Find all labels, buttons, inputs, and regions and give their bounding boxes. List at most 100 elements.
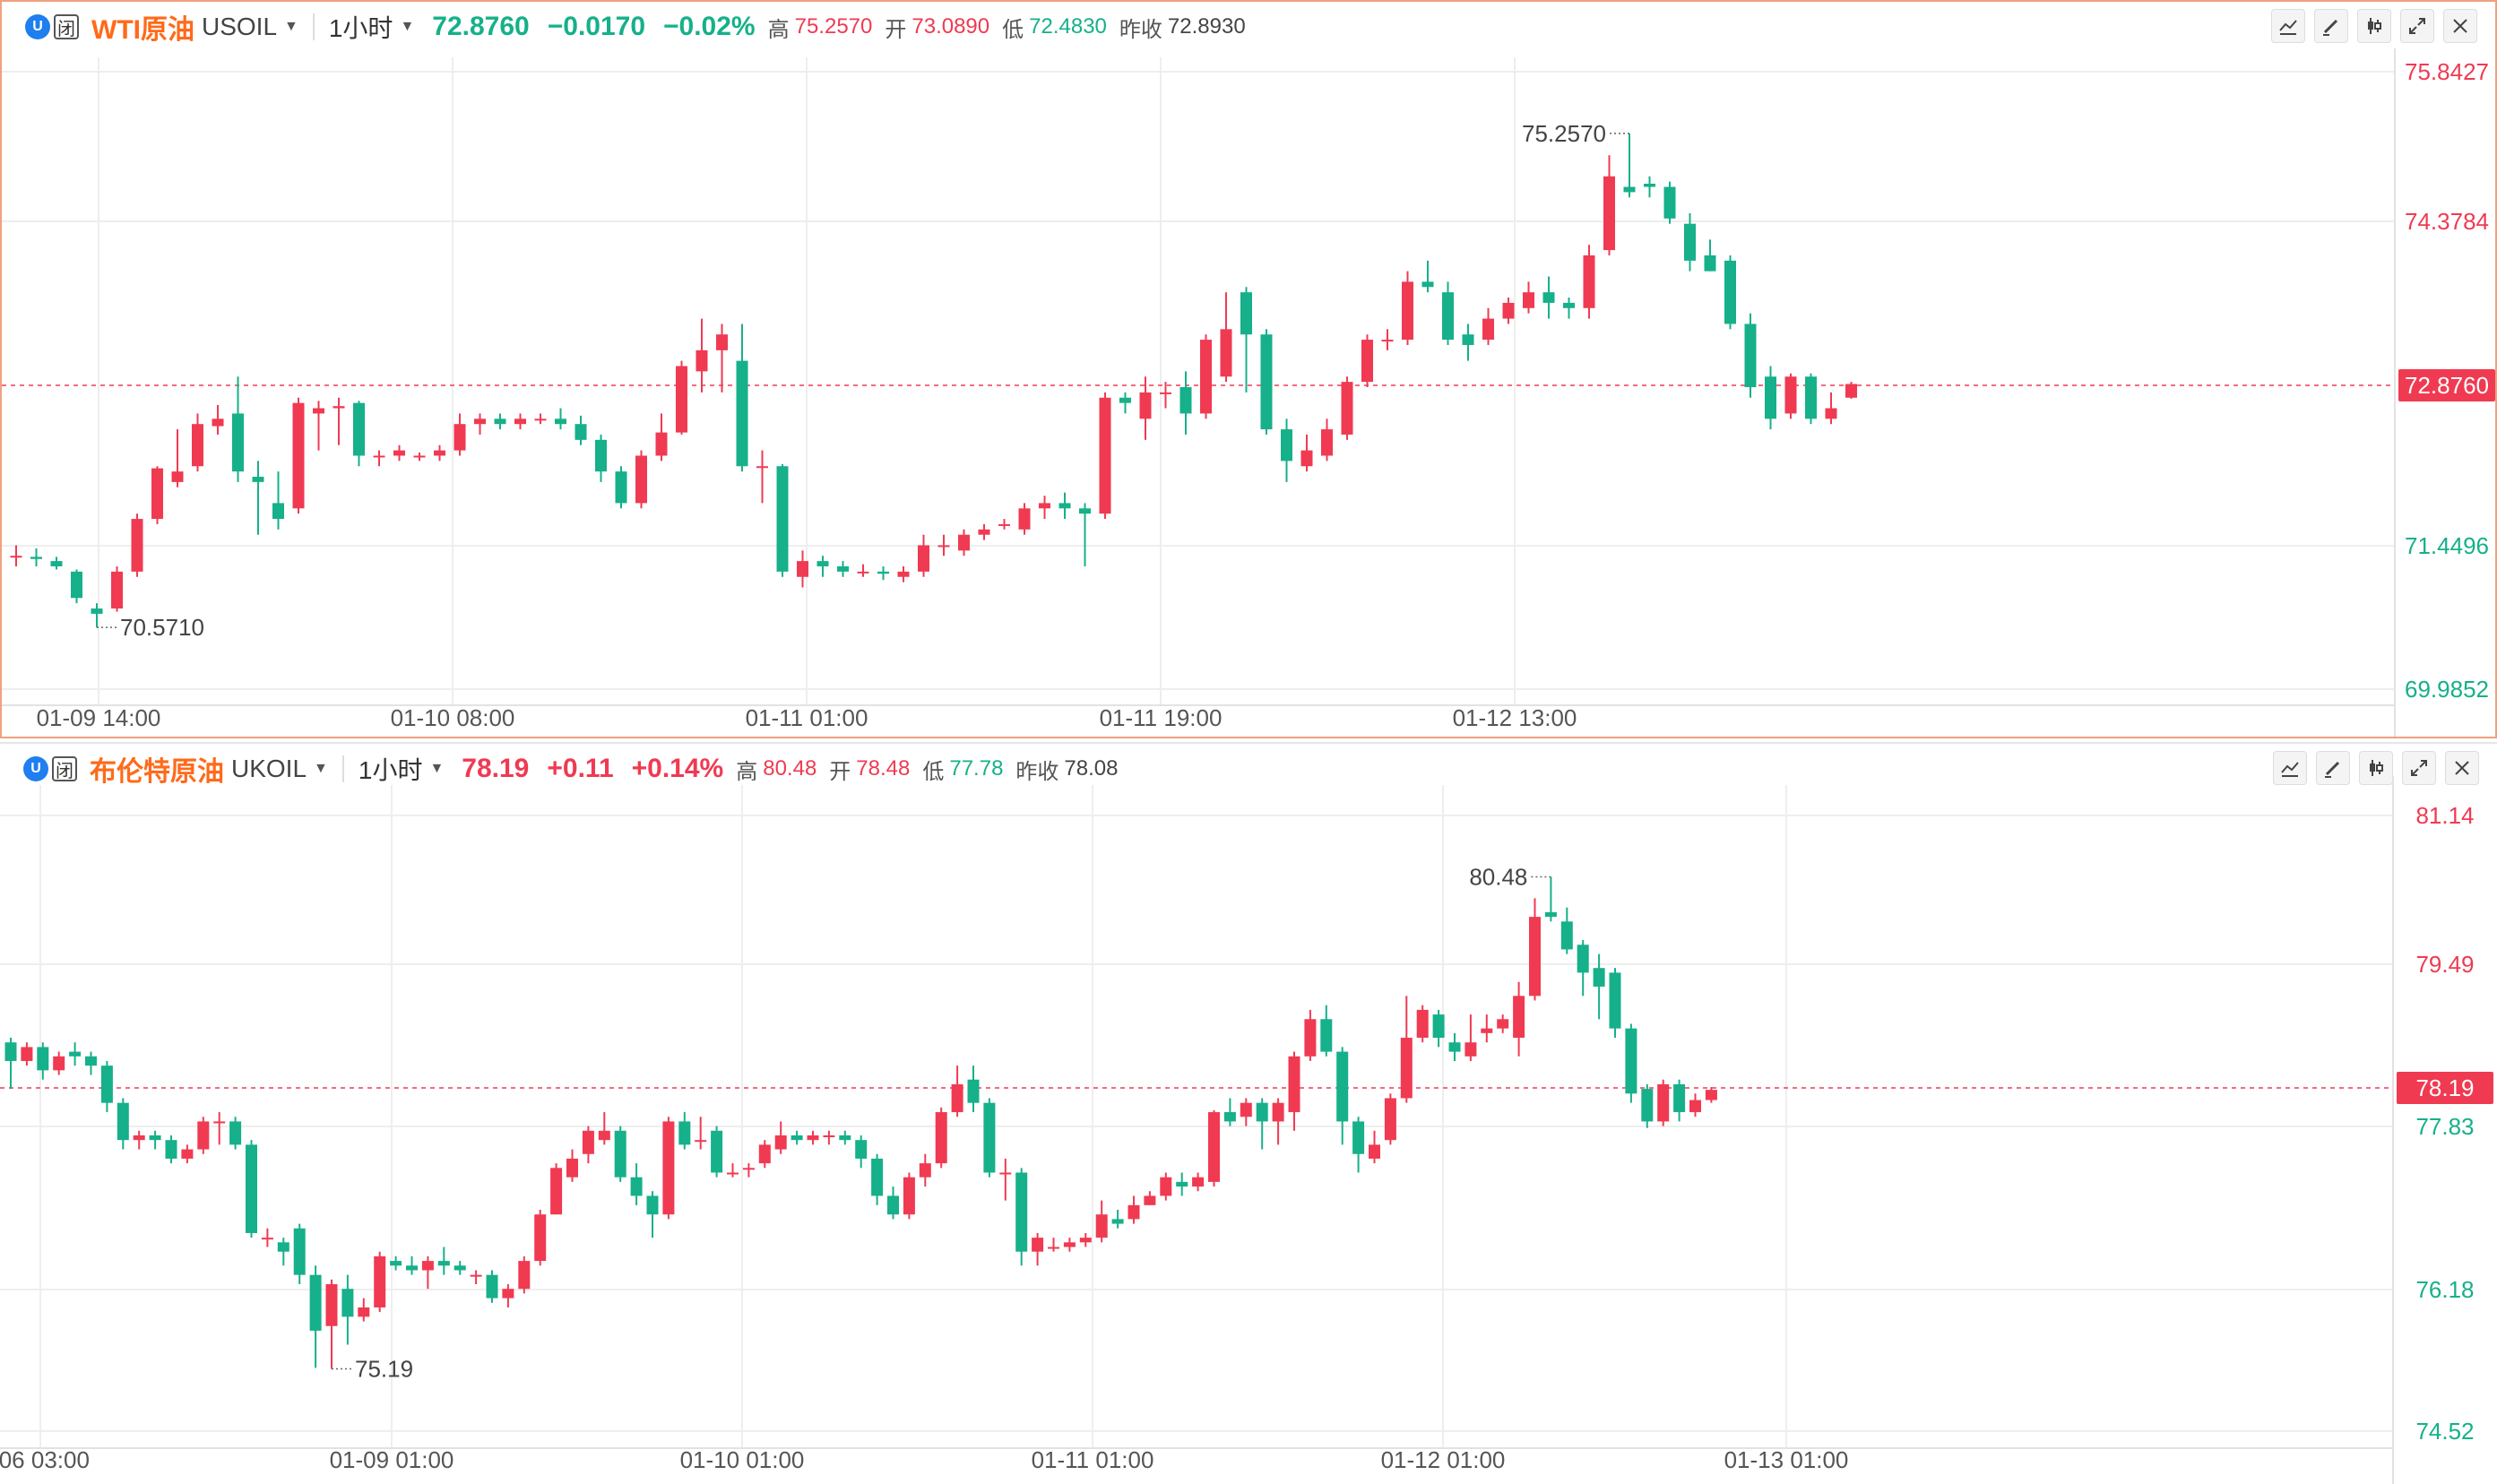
candle-body [213,1121,226,1124]
candle-type-icon[interactable] [2357,9,2391,43]
candle-body [1689,1100,1701,1113]
y-tick-label: 77.83 [2415,1113,2474,1140]
candle-body [272,503,284,520]
candle-body [341,1289,354,1317]
y-tick-label: 78.19 [2415,1074,2474,1101]
symbol-dropdown-icon[interactable]: ▼ [314,761,328,776]
candle-body [1448,1042,1461,1052]
candle-body [1421,281,1434,288]
candle-body [566,1158,578,1178]
x-tick-label: 01-12 01:00 [1381,1446,1506,1473]
high-value: 75.2570 [794,14,873,39]
candle-body [1663,186,1676,219]
prev-close-label: 昨收 [1015,759,1059,784]
candle-body [903,1177,915,1215]
candle-body [797,561,808,577]
min-price-label: 75.19 [355,1355,413,1382]
low-value: 72.4830 [1029,14,1107,39]
candle-body [662,1121,675,1215]
x-tick-label: 01-09 14:00 [37,704,161,731]
candle-body [1623,186,1636,193]
line-chart-icon[interactable] [2273,751,2307,785]
candle-body [839,1135,851,1141]
interval-selector[interactable]: 1小时 [358,756,423,784]
candle-body [50,561,63,566]
candle-body [855,1140,868,1159]
fullscreen-icon[interactable] [2402,751,2436,785]
brent-candlestick-chart[interactable]: 81.14 79.49 78.19 77.83 76.18 74.52 -06 03:00 0… [0,744,2497,1484]
candle-body [614,1130,626,1178]
candle-body [1272,1102,1284,1122]
candle-body [736,360,748,467]
x-tick-label: -06 03:00 [0,1446,90,1473]
candle-body [1111,1219,1124,1224]
candle-body [494,418,506,425]
candle-body [1192,1177,1205,1187]
draw-icon[interactable] [2314,9,2348,43]
x-tick-label: 01-11 01:00 [746,704,868,731]
candle-body [758,1144,771,1164]
wti-candlestick-chart[interactable]: 75.8427 74.3784 72.8760 71.4496 69.9852 01-09… [2,2,2495,737]
x-tick-label: 01-13 01:00 [1724,1446,1849,1473]
candle-body [69,1051,82,1057]
candle-body [1352,1121,1365,1154]
wti-header: U 闭 WTI原油 USOIL ▼ 1小时 ▼ 72.8760 −0.0170 … [2,2,2495,52]
y-tick-label: 69.9852 [2405,676,2489,703]
symbol-name[interactable]: 布伦特原油 [90,757,224,787]
x-tick-label: 01-10 08:00 [391,704,515,731]
candle-body [1765,376,1776,419]
candle-body [212,418,224,427]
symbol-dropdown-icon[interactable]: ▼ [284,19,298,34]
candle-body [486,1274,498,1298]
close-icon[interactable] [2443,9,2477,43]
candle-body [353,402,365,456]
fullscreen-icon[interactable] [2400,9,2434,43]
candle-body [470,1274,482,1277]
candle-body [958,534,970,551]
candle-body [325,1284,338,1326]
interval-dropdown-icon[interactable]: ▼ [400,19,415,34]
candle-body [1208,1112,1220,1182]
candle-body [1048,1247,1059,1249]
candle-type-icon[interactable] [2359,751,2393,785]
candle-body [197,1121,210,1150]
candle-body [514,418,526,425]
wti-toolbar [2262,9,2477,43]
candle-body [887,1195,899,1215]
candle-body [711,1130,723,1173]
interval-selector[interactable]: 1小时 [328,14,393,42]
candle-body [555,418,566,425]
candle-body [192,424,203,467]
candle-body [1805,376,1817,419]
draw-icon[interactable] [2316,751,2350,785]
interval-dropdown-icon[interactable]: ▼ [429,761,445,776]
candle-body [474,418,486,425]
candle-body [1724,260,1736,324]
candle-body [823,1135,835,1137]
candle-body [756,466,768,469]
close-icon[interactable] [2445,751,2479,785]
symbol-name[interactable]: WTI原油 [91,15,194,45]
gridlines [0,776,2394,1484]
candle-body [978,529,990,535]
candle-body [117,1102,129,1141]
candle-body [4,1042,17,1061]
candle-body [582,1130,594,1154]
candle-body [1513,996,1525,1039]
y-tick-label: 79.49 [2415,951,2474,978]
candle-body [1609,972,1621,1029]
candle-body [534,418,547,421]
candle-body [983,1102,996,1173]
price-change: +0.11 [547,754,614,783]
candle-body [837,565,849,572]
candle-body [1099,397,1111,514]
candle-body [774,1135,787,1150]
symbol-code[interactable]: UKOIL [231,755,307,782]
candle-body [630,1177,643,1196]
candle-body [1281,429,1292,462]
line-chart-icon[interactable] [2271,9,2305,43]
candle-body [229,1121,242,1145]
symbol-code[interactable]: USOIL [201,13,278,40]
open-value: 78.48 [856,756,911,781]
high-label: 高 [767,17,790,42]
